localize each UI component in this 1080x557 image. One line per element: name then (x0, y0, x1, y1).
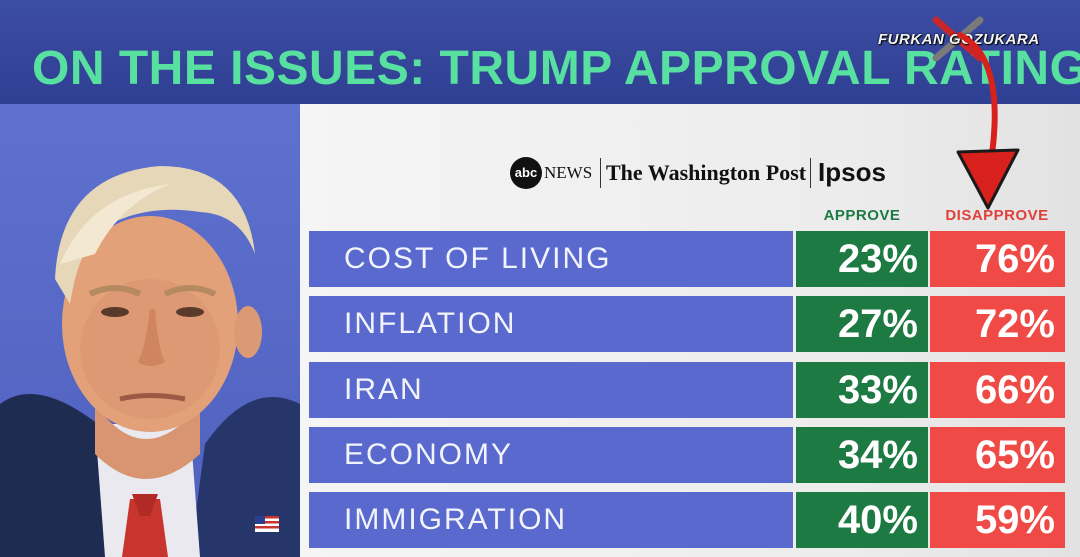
approve-value: 27% (796, 296, 928, 352)
issue-label: IRAN (309, 362, 793, 418)
us-flag-pin-icon (255, 516, 279, 532)
approve-header: APPROVE (823, 207, 901, 224)
approve-value: 23% (796, 231, 928, 287)
issue-label: COST OF LIVING (309, 231, 793, 287)
disapprove-value: 66% (930, 362, 1065, 418)
approve-value: 34% (796, 427, 928, 483)
watermark-text: FURKAN GOZUKARA (878, 31, 1040, 48)
portrait-illustration (0, 166, 300, 557)
abc-logo: abc (510, 157, 542, 189)
approve-value: 33% (796, 362, 928, 418)
table-row: IRAN 33% 66% (309, 362, 1065, 418)
ipsos-label: Ipsos (818, 157, 886, 187)
page-title: ON THE ISSUES: TRUMP APPROVAL RATINGS (32, 42, 1080, 95)
abc-news-label: NEWS (544, 163, 593, 182)
disapprove-value: 76% (930, 231, 1065, 287)
x-logo-icon (932, 16, 984, 62)
issue-label: ECONOMY (309, 427, 793, 483)
table-row: COST OF LIVING 23% 76% (309, 231, 1065, 287)
source-divider (600, 158, 601, 188)
approve-value: 40% (796, 492, 928, 548)
portrait-panel (0, 104, 300, 557)
title-banner: ON THE ISSUES: TRUMP APPROVAL RATINGS (0, 0, 1080, 104)
table-row: IMMIGRATION 40% 59% (309, 492, 1065, 548)
disapprove-value: 65% (930, 427, 1065, 483)
disapprove-value: 59% (930, 492, 1065, 548)
issue-label: INFLATION (309, 296, 793, 352)
red-arrow-icon (956, 32, 1020, 210)
issue-label: IMMIGRATION (309, 492, 793, 548)
disapprove-value: 72% (930, 296, 1065, 352)
disapprove-header: DISAPPROVE (945, 207, 1049, 224)
table-row: INFLATION 27% 72% (309, 296, 1065, 352)
table-row: ECONOMY 34% 65% (309, 427, 1065, 483)
washington-post-label: The Washington Post (606, 160, 807, 185)
poll-sources: abc NEWS The Washington Post Ipsos (508, 152, 908, 194)
source-divider (810, 158, 811, 188)
